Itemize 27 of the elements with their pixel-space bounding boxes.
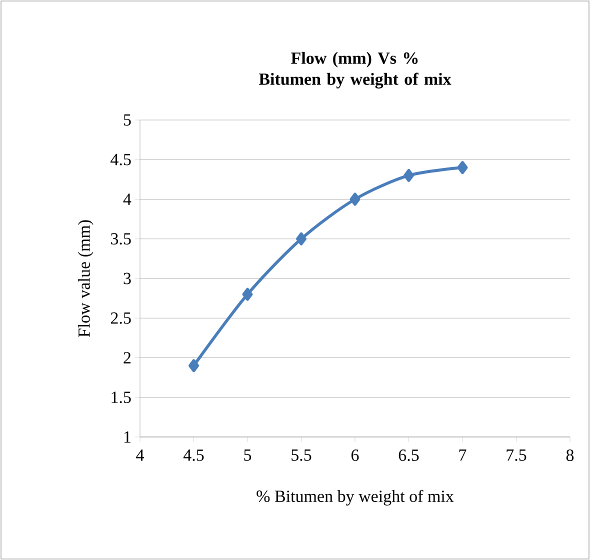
x-axis-title: % Bitumen by weight of mix [256, 490, 454, 506]
x-tick-label: 4 [136, 450, 144, 461]
x-tick-label: 6 [351, 450, 359, 461]
y-tick-label: 3.5 [111, 233, 131, 245]
point [242, 288, 253, 301]
x-tick-label: 6.5 [398, 450, 419, 462]
point [457, 161, 468, 174]
x-tick-label: 5.5 [292, 450, 312, 461]
x-tick-label: 5 [244, 450, 252, 461]
x-tick-label: 4.5 [183, 450, 204, 461]
x-tick-label: 8 [566, 450, 574, 461]
y-tick-label: 4 [123, 194, 132, 205]
x-tick-label: 7.5 [506, 450, 526, 461]
y-tick-label: 1 [124, 431, 130, 443]
point [404, 168, 414, 182]
y-axis-title: Flow value (mm) [78, 220, 94, 338]
point [296, 232, 306, 246]
y-tick-label: 5 [124, 114, 131, 126]
y-tick-label: 3 [124, 272, 131, 284]
y-tick-label: 2 [124, 352, 131, 364]
y-tick-label: 4.5 [110, 154, 131, 166]
point [350, 192, 360, 206]
x-tick-label: 7 [459, 450, 466, 461]
y-tick-label: 2.5 [110, 312, 131, 324]
y-tick-label: 1.5 [112, 392, 131, 404]
chart-title: Flow (mm) Vs % Bitumen by weight of mix [258, 52, 452, 88]
point [188, 359, 200, 372]
